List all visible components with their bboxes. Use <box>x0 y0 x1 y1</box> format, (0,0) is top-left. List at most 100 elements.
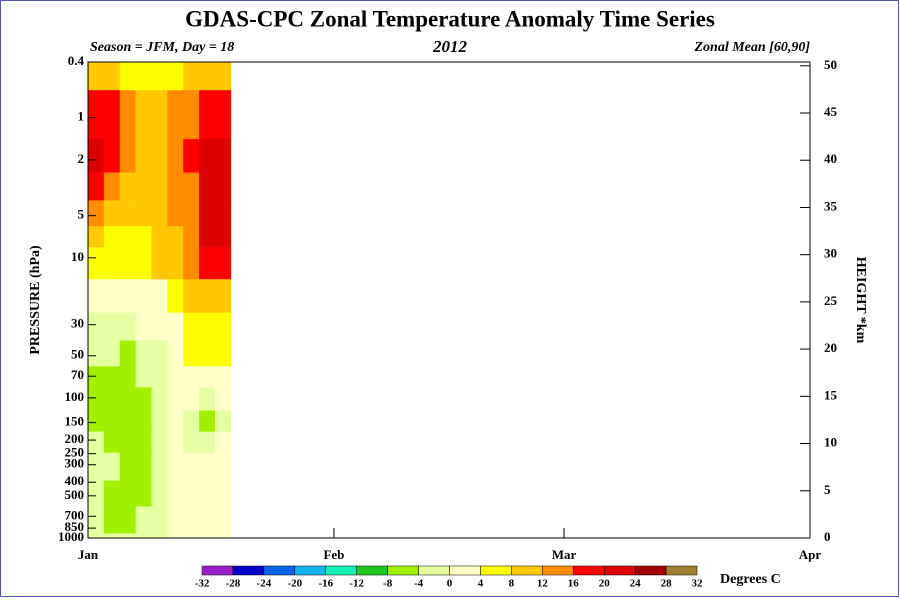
contour-cell <box>135 506 152 523</box>
contour-cell <box>151 340 168 367</box>
colorbar-tick-label: 4 <box>478 578 484 590</box>
contour-cell <box>199 533 216 539</box>
contour-cell <box>103 431 121 453</box>
contour-cell <box>199 452 216 481</box>
contour-cell <box>183 522 200 534</box>
contour-cell <box>183 506 200 523</box>
contour-cell <box>88 533 105 539</box>
contour-cell <box>135 89 152 140</box>
y-tick-label: 200 <box>65 431 85 446</box>
contour-cell <box>199 387 216 411</box>
y-tick-label: 2 <box>78 151 85 166</box>
colorbar-tick-label: 0 <box>447 578 453 590</box>
contour-cell <box>183 278 200 313</box>
contour-cell <box>151 452 168 481</box>
contour-cell <box>88 62 105 91</box>
contour-cell <box>103 200 121 227</box>
contour-cell <box>214 89 232 140</box>
contour-cell <box>199 506 216 523</box>
contour-cell <box>88 225 105 248</box>
y2-tick-label: 15 <box>824 387 838 402</box>
colorbar-tick-label: 8 <box>509 578 515 590</box>
contour-cell <box>167 365 184 388</box>
contour-cell <box>214 452 232 481</box>
contour-cell <box>135 480 152 507</box>
y-tick-label: 50 <box>71 347 84 362</box>
contour-cell <box>183 452 200 481</box>
contour-cell <box>151 246 168 280</box>
contour-cell <box>88 480 105 507</box>
colorbar-tick-label: 16 <box>568 578 580 590</box>
contour-cell <box>103 312 121 341</box>
contour-cell <box>214 522 232 534</box>
y-tick-label: 1 <box>78 109 85 124</box>
y-tick-label: 500 <box>65 487 85 502</box>
contour-cell <box>103 506 121 523</box>
contour-cell <box>135 431 152 453</box>
contour-cell <box>199 480 216 507</box>
contour-cell <box>167 200 184 227</box>
contour-cell <box>199 89 216 140</box>
contour-cell <box>88 340 105 367</box>
x-tick-label: Feb <box>323 547 344 562</box>
contour-cell <box>167 522 184 534</box>
contour-cell <box>151 62 168 91</box>
contour-cell <box>183 340 200 367</box>
contour-cell <box>88 387 105 411</box>
colorbar-swatch <box>201 565 234 576</box>
colorbar-swatch <box>449 565 481 576</box>
contour-cell <box>151 172 168 201</box>
contour-cell <box>119 246 136 280</box>
x-tick-label: Apr <box>799 547 822 562</box>
colorbar-tick-label: -16 <box>318 578 333 590</box>
contour-cell <box>103 340 121 367</box>
contour-cell <box>119 89 136 140</box>
y2-tick-label: 20 <box>824 340 837 355</box>
colorbar-swatch <box>294 565 326 576</box>
contour-cell <box>103 522 121 534</box>
colorbar-tick-label: 20 <box>599 578 611 590</box>
contour-cell <box>119 410 136 432</box>
contour-cell <box>199 312 216 341</box>
contour-cell <box>135 522 152 534</box>
colorbar-tick-label: -24 <box>257 578 272 590</box>
contour-cell <box>88 365 105 388</box>
contour-cell <box>214 410 232 432</box>
contour-cell <box>88 138 105 173</box>
contour-cell <box>151 533 168 539</box>
contour-cell <box>88 200 105 227</box>
y2-tick-label: 10 <box>824 435 837 450</box>
y-tick-label: 0.4 <box>68 53 85 68</box>
contour-cell <box>119 62 136 91</box>
y-tick-label: 850 <box>65 519 85 534</box>
contour-cell <box>183 246 200 280</box>
y-tick-label: 30 <box>71 316 84 331</box>
contour-cell <box>119 480 136 507</box>
contour-cell <box>167 506 184 523</box>
contour-cell <box>199 200 216 227</box>
contour-cell <box>151 365 168 388</box>
contour-cell <box>183 410 200 432</box>
contour-cell <box>151 506 168 523</box>
contour-cell <box>151 480 168 507</box>
contour-cell <box>135 410 152 432</box>
contour-cell <box>119 172 136 201</box>
contour-cell <box>199 225 216 248</box>
contour-cell <box>214 200 232 227</box>
contour-cell <box>214 172 232 201</box>
contour-cell <box>135 533 152 539</box>
colorbar-swatch <box>542 565 574 576</box>
contour-cell <box>151 522 168 534</box>
contour-cell <box>103 365 121 388</box>
contour-cell <box>119 522 136 534</box>
contour-cell <box>199 431 216 453</box>
contour-cell <box>151 225 168 248</box>
plot-frame <box>87 61 811 539</box>
contour-cell <box>103 278 121 313</box>
contour-cell <box>151 138 168 173</box>
contour-cell <box>103 172 121 201</box>
contour-cell <box>183 365 200 388</box>
colorbar-tick-label: 28 <box>661 578 673 590</box>
contour-cell <box>199 410 216 432</box>
